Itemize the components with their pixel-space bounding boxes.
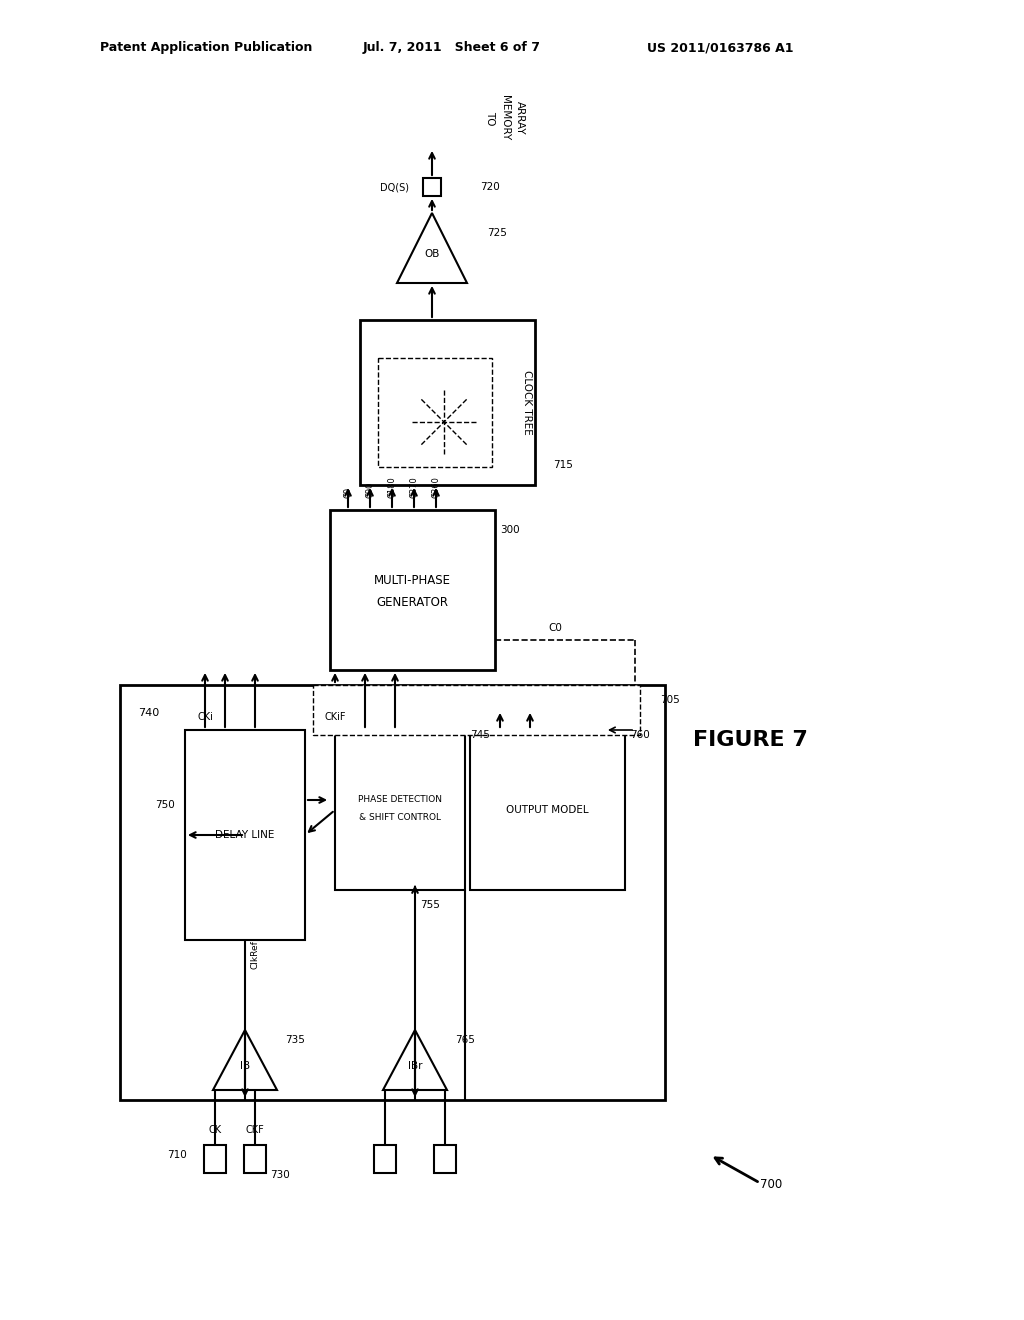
Text: 710: 710 <box>167 1150 187 1160</box>
Text: IB: IB <box>240 1061 250 1071</box>
Text: DELAY LINE: DELAY LINE <box>215 830 274 840</box>
Text: IBr: IBr <box>408 1061 422 1071</box>
Bar <box>313 685 640 735</box>
Text: PHASE DETECTION: PHASE DETECTION <box>358 796 442 804</box>
Text: 755: 755 <box>420 900 440 909</box>
Text: 700: 700 <box>760 1179 782 1192</box>
Bar <box>374 1144 396 1173</box>
Bar <box>244 1144 266 1173</box>
Text: C0: C0 <box>343 487 352 498</box>
Text: OB: OB <box>424 249 439 259</box>
Text: 715: 715 <box>553 459 572 470</box>
Text: CLOCK TREE: CLOCK TREE <box>522 370 532 434</box>
Bar <box>434 1144 456 1173</box>
Text: CKiF: CKiF <box>325 711 346 722</box>
Text: MEMORY: MEMORY <box>500 95 510 141</box>
Text: 740: 740 <box>138 708 160 718</box>
Text: ClkRef: ClkRef <box>250 941 259 969</box>
Text: DQ(S): DQ(S) <box>380 182 409 191</box>
Text: 735: 735 <box>285 1035 305 1045</box>
Bar <box>360 319 535 484</box>
Text: Patent Application Publication: Patent Application Publication <box>100 41 312 54</box>
Text: 730: 730 <box>270 1170 290 1180</box>
Text: 725: 725 <box>487 228 507 238</box>
Text: 720: 720 <box>480 182 500 191</box>
Bar <box>204 1144 226 1173</box>
Text: C360: C360 <box>431 477 440 498</box>
Bar <box>423 178 441 195</box>
Bar <box>335 730 465 890</box>
Text: ARRAY: ARRAY <box>515 102 525 135</box>
Text: C270: C270 <box>410 477 419 498</box>
Text: C90: C90 <box>366 482 375 498</box>
Text: Jul. 7, 2011   Sheet 6 of 7: Jul. 7, 2011 Sheet 6 of 7 <box>362 41 541 54</box>
Text: & SHIFT CONTROL: & SHIFT CONTROL <box>359 813 441 822</box>
Text: 300: 300 <box>500 525 519 535</box>
Text: 750: 750 <box>156 800 175 810</box>
Text: US 2011/0163786 A1: US 2011/0163786 A1 <box>647 41 794 54</box>
Text: C0: C0 <box>548 623 562 634</box>
Text: CKi: CKi <box>197 711 213 722</box>
Text: MULTI-PHASE: MULTI-PHASE <box>374 573 451 586</box>
Text: CKF: CKF <box>246 1125 264 1135</box>
Bar <box>185 730 305 940</box>
Bar <box>330 510 495 671</box>
Text: FIGURE 7: FIGURE 7 <box>692 730 808 750</box>
Text: CK: CK <box>209 1125 221 1135</box>
Text: 760: 760 <box>630 730 650 741</box>
Text: 745: 745 <box>470 730 489 741</box>
Text: C180: C180 <box>387 477 396 498</box>
Bar <box>378 358 492 467</box>
Text: OUTPUT MODEL: OUTPUT MODEL <box>506 805 589 814</box>
Text: 705: 705 <box>660 696 680 705</box>
Text: TO: TO <box>485 111 495 125</box>
Text: 765: 765 <box>455 1035 475 1045</box>
Bar <box>120 685 665 1100</box>
Text: GENERATOR: GENERATOR <box>376 595 449 609</box>
Bar <box>470 730 625 890</box>
